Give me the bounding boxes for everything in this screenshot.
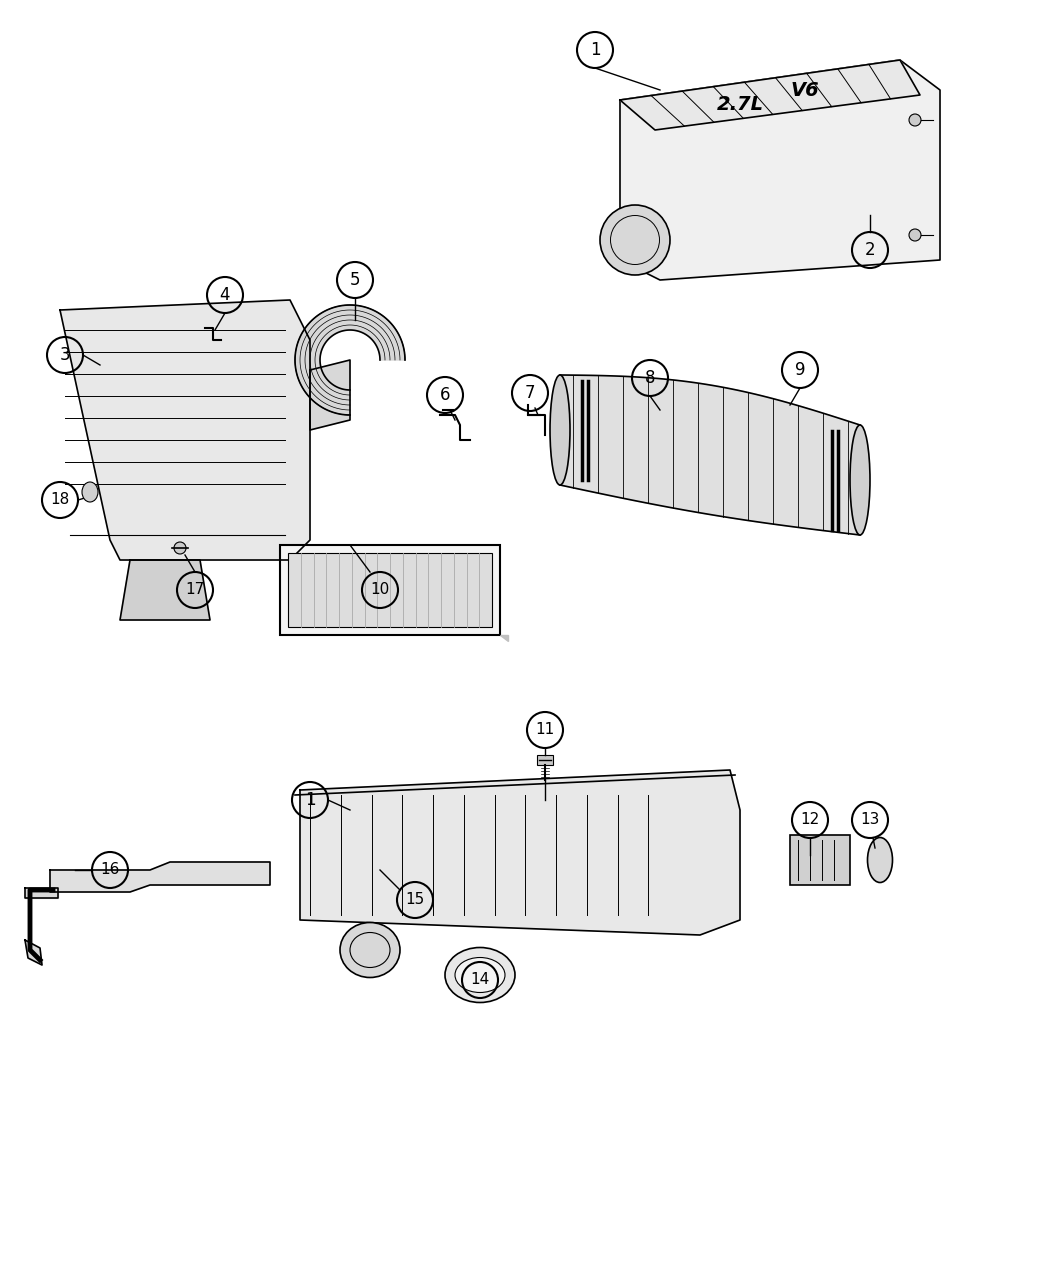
Polygon shape bbox=[60, 300, 310, 560]
Polygon shape bbox=[25, 940, 42, 965]
Text: 7: 7 bbox=[525, 384, 536, 402]
Text: 1: 1 bbox=[590, 41, 601, 59]
Text: 15: 15 bbox=[405, 892, 424, 908]
Text: 8: 8 bbox=[645, 368, 655, 388]
Ellipse shape bbox=[850, 425, 870, 536]
Polygon shape bbox=[50, 862, 270, 892]
Bar bbox=[790, 835, 851, 885]
Ellipse shape bbox=[445, 947, 514, 1002]
Bar bbox=[288, 553, 492, 627]
Text: 13: 13 bbox=[860, 812, 880, 827]
Circle shape bbox=[909, 230, 921, 241]
Text: 18: 18 bbox=[50, 492, 69, 507]
Circle shape bbox=[600, 205, 670, 275]
Circle shape bbox=[174, 542, 186, 555]
Text: 6: 6 bbox=[440, 386, 450, 404]
Polygon shape bbox=[300, 770, 740, 935]
Ellipse shape bbox=[550, 375, 570, 484]
Text: 10: 10 bbox=[371, 583, 390, 598]
Ellipse shape bbox=[340, 923, 400, 978]
Text: 4: 4 bbox=[219, 286, 230, 303]
Text: V6: V6 bbox=[791, 80, 819, 99]
Ellipse shape bbox=[455, 958, 505, 992]
Text: 16: 16 bbox=[101, 862, 120, 877]
Text: 12: 12 bbox=[800, 812, 820, 827]
Text: 2: 2 bbox=[865, 241, 876, 259]
Polygon shape bbox=[310, 360, 350, 430]
Text: 2.7L: 2.7L bbox=[716, 96, 763, 115]
Polygon shape bbox=[500, 635, 508, 641]
Text: 14: 14 bbox=[470, 973, 489, 988]
Ellipse shape bbox=[82, 482, 98, 502]
Polygon shape bbox=[25, 887, 58, 898]
Text: 1: 1 bbox=[304, 790, 315, 810]
Text: 17: 17 bbox=[186, 583, 205, 598]
Polygon shape bbox=[560, 375, 860, 536]
Polygon shape bbox=[120, 560, 210, 620]
Bar bbox=[280, 544, 500, 635]
Text: 3: 3 bbox=[60, 346, 70, 363]
Circle shape bbox=[909, 113, 921, 126]
Bar bbox=[537, 755, 553, 765]
Text: 5: 5 bbox=[350, 272, 360, 289]
Ellipse shape bbox=[867, 838, 892, 882]
Text: 11: 11 bbox=[536, 723, 554, 737]
Polygon shape bbox=[295, 305, 405, 414]
Polygon shape bbox=[620, 60, 940, 280]
Text: 9: 9 bbox=[795, 361, 805, 379]
Polygon shape bbox=[620, 60, 920, 130]
